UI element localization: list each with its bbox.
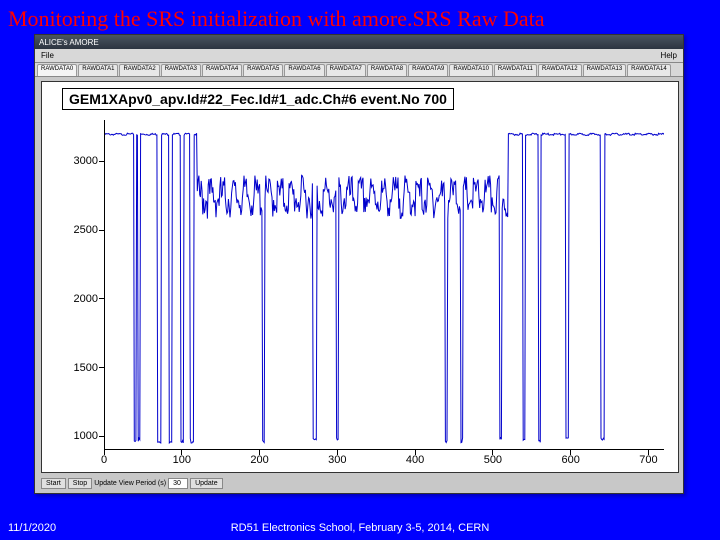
xtick-label: 200 [250,450,268,466]
window-titlebar: ALICE's AMORE [35,35,683,49]
tab-rawdata7[interactable]: RAWDATA7 [326,64,366,76]
tab-rawdata5[interactable]: RAWDATA5 [243,64,283,76]
plot-area: 1000150020002500300001002003004005006007… [104,120,664,450]
xtick-label: 0 [101,450,107,466]
ytick-label: 1500 [64,362,104,374]
chart-svg [104,120,664,450]
tab-rawdata11[interactable]: RAWDATA11 [494,64,537,76]
start-button[interactable]: Start [41,478,66,489]
tab-rawdata13[interactable]: RAWDATA13 [583,64,627,76]
tab-rawdata2[interactable]: RAWDATA2 [119,64,159,76]
xtick-label: 100 [173,450,191,466]
statusbar: Start Stop Update View Period (s) 30 Upd… [41,475,223,491]
xtick-label: 500 [484,450,502,466]
tab-rawdata0[interactable]: RAWDATA0 [37,64,77,76]
slide-title: Monitoring the SRS initialization with a… [0,0,720,34]
window-title: ALICE's AMORE [39,38,99,47]
tab-rawdata9[interactable]: RAWDATA9 [408,64,448,76]
menu-help[interactable]: Help [661,51,677,60]
update-period-value[interactable]: 30 [168,478,188,489]
tab-rawdata12[interactable]: RAWDATA12 [538,64,582,76]
ytick-label: 2000 [64,293,104,305]
update-period-label: Update View Period (s) [94,480,166,487]
footer-caption: RD51 Electronics School, February 3-5, 2… [231,522,490,534]
footer-date: 11/1/2020 [8,522,56,534]
tab-rawdata10[interactable]: RAWDATA10 [449,64,493,76]
tab-rawdata1[interactable]: RAWDATA1 [78,64,118,76]
stop-button[interactable]: Stop [68,478,92,489]
ytick-label: 2500 [64,224,104,236]
ytick-label: 1000 [64,430,104,442]
tab-rawdata14[interactable]: RAWDATA14 [627,64,671,76]
tab-rawdata8[interactable]: RAWDATA8 [367,64,407,76]
ytick-label: 3000 [64,155,104,167]
app-window: ALICE's AMORE File Help RAWDATA0RAWDATA1… [34,34,684,494]
update-button[interactable]: Update [190,478,223,489]
tabstrip: RAWDATA0RAWDATA1RAWDATA2RAWDATA3RAWDATA4… [35,63,683,77]
xtick-label: 600 [561,450,579,466]
menubar: File Help [35,49,683,63]
xtick-label: 400 [406,450,424,466]
tab-rawdata3[interactable]: RAWDATA3 [161,64,201,76]
waveform-line [104,133,664,443]
xtick-label: 700 [639,450,657,466]
chart-frame: GEM1XApv0_apv.Id#22_Fec.Id#1_adc.Ch#6 ev… [41,81,679,473]
chart-title: GEM1XApv0_apv.Id#22_Fec.Id#1_adc.Ch#6 ev… [62,88,454,110]
menu-file[interactable]: File [41,51,54,60]
tab-rawdata6[interactable]: RAWDATA6 [284,64,324,76]
tab-rawdata4[interactable]: RAWDATA4 [202,64,242,76]
xtick-label: 300 [328,450,346,466]
